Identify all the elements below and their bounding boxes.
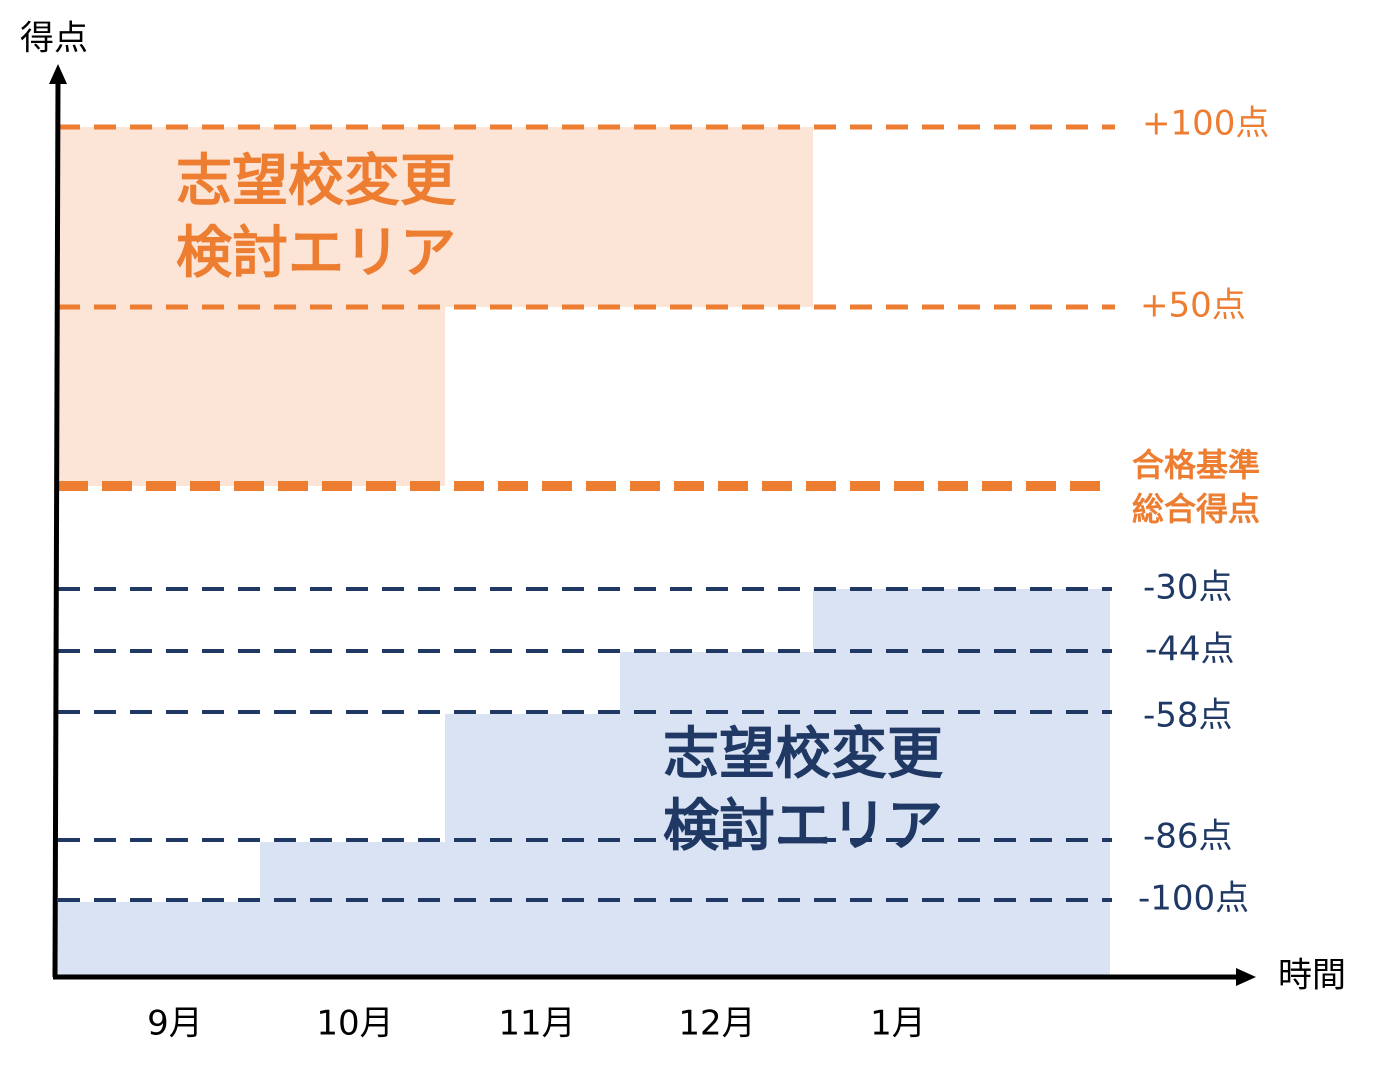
month-label: 1月 — [870, 1004, 926, 1044]
line-label: -86点 — [1143, 817, 1233, 857]
upper-area — [58, 127, 813, 486]
x-arrow — [1236, 968, 1256, 986]
upper-lines — [58, 124, 1115, 491]
lower-area — [55, 589, 1110, 975]
month-label: 12月 — [678, 1004, 755, 1044]
area-label: 志望校変更 — [176, 149, 457, 214]
month-labels: 9月 10月 11月 12月 1月 — [147, 1004, 926, 1044]
line-label: -44点 — [1145, 630, 1235, 670]
upper-area-block — [58, 127, 813, 307]
line-label: -58点 — [1143, 696, 1233, 736]
axes — [49, 64, 1256, 986]
lower-area-block — [55, 902, 1110, 975]
line-label: +100点 — [1142, 104, 1269, 144]
area-label: 検討エリア — [176, 221, 456, 286]
y-arrow — [49, 64, 67, 84]
upper-area-block — [58, 307, 445, 486]
y-axis-label: 得点 — [20, 19, 88, 59]
lower-lines — [58, 587, 1112, 902]
area-label: 検討エリア — [663, 794, 943, 859]
area-label: 志望校変更 — [663, 722, 944, 787]
line-label: -30点 — [1143, 568, 1233, 608]
month-label: 10月 — [316, 1004, 393, 1044]
month-label: 9月 — [147, 1004, 203, 1044]
x-axis-label: 時間 — [1278, 956, 1346, 996]
month-label: 11月 — [498, 1004, 575, 1044]
y-axis — [52, 79, 61, 978]
baseline-label: 合格基準 — [1132, 446, 1260, 484]
baseline-label: 総合得点 — [1132, 490, 1260, 528]
line-label: +50点 — [1140, 286, 1246, 326]
line-label: -100点 — [1138, 879, 1249, 919]
